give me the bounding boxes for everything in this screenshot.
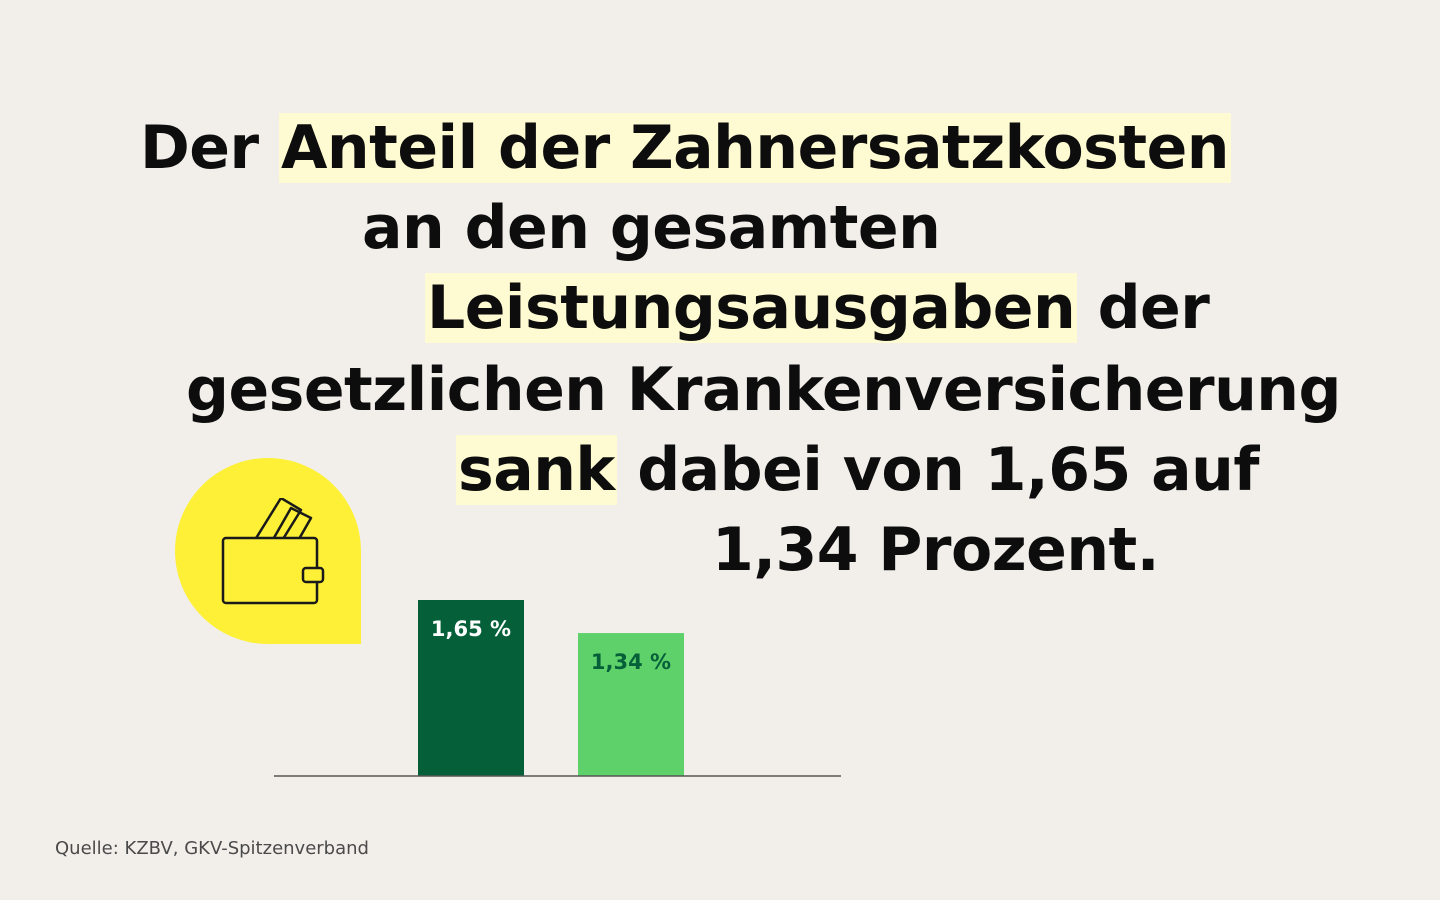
headline: Der Anteil der Zahnersatzkosten an den g… <box>140 108 1341 590</box>
bar-value-label-2: 1,34 % <box>591 650 671 674</box>
bar-value-label-1: 1,65 % <box>431 617 511 641</box>
headline-line-4: gesetzlichen Krankenversicherung <box>186 350 1341 430</box>
headline-line-3: Leistungsausgaben der <box>425 268 1210 348</box>
bar-1 <box>418 600 524 776</box>
headline-text: an den gesamten <box>362 193 941 263</box>
headline-line-5: sank dabei von 1,65 auf <box>456 430 1259 510</box>
wallet-badge <box>175 458 361 644</box>
source-note: Quelle: KZBV, GKV-Spitzenverband <box>55 838 369 859</box>
headline-line-1: Der Anteil der Zahnersatzkosten <box>140 108 1231 188</box>
headline-line-2: an den gesamten <box>362 188 941 268</box>
headline-highlight: Leistungsausgaben <box>425 273 1078 343</box>
headline-text: der <box>1077 273 1210 343</box>
headline-text: gesetzlichen Krankenversicherung <box>186 355 1341 425</box>
headline-highlight: sank <box>456 435 617 505</box>
wallet-icon <box>221 498 325 605</box>
headline-highlight: Anteil der Zahnersatzkosten <box>278 113 1231 183</box>
headline-text: Der <box>140 113 279 183</box>
bar-2 <box>578 633 684 776</box>
headline-line-6: 1,34 Prozent. <box>712 510 1160 590</box>
headline-text: dabei von 1,65 auf <box>616 435 1259 505</box>
headline-text: 1,34 Prozent. <box>712 515 1160 585</box>
